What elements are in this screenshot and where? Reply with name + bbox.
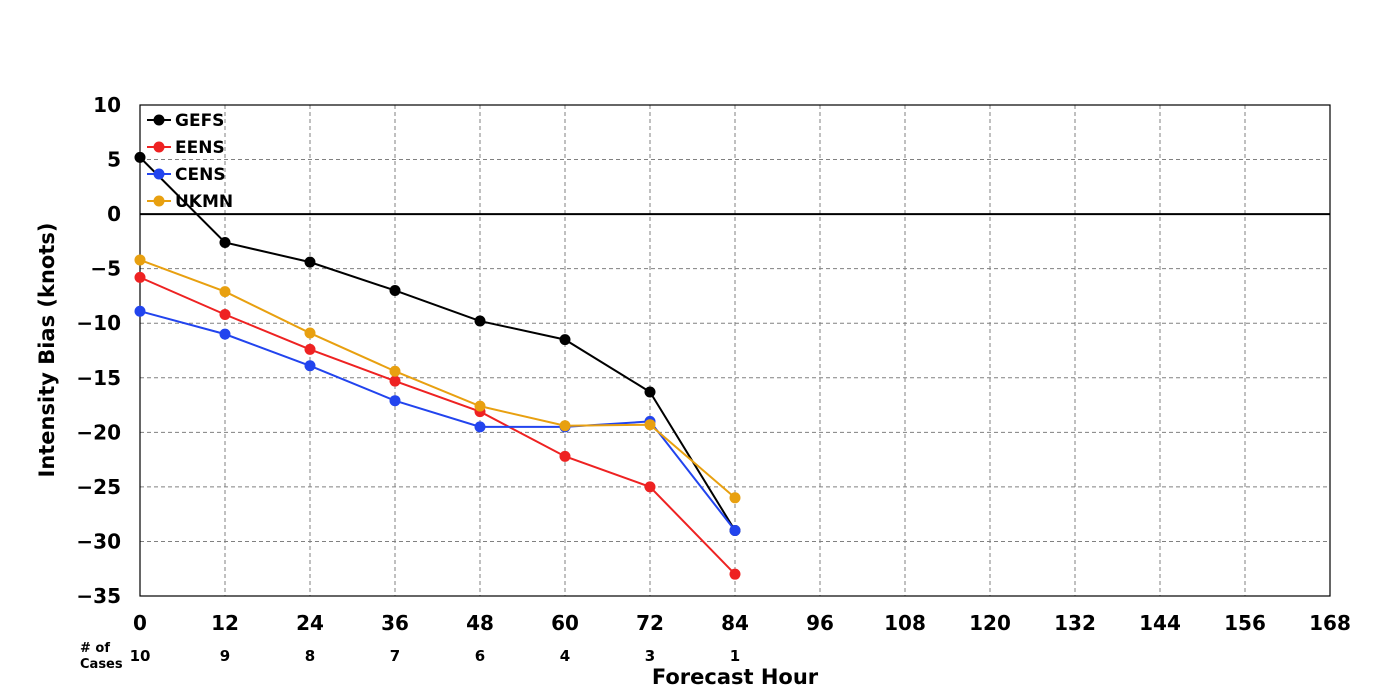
data-point-ukmn (219, 286, 231, 298)
x-axis-title: Forecast Hour (652, 665, 819, 689)
y-tick-label: 10 (93, 93, 121, 117)
legend-swatch-marker (153, 168, 165, 180)
data-point-eens (304, 343, 316, 355)
case-count: 1 (730, 647, 740, 665)
data-point-gefs (219, 236, 231, 248)
data-point-gefs (304, 256, 316, 268)
data-point-ukmn (389, 365, 401, 377)
y-axis-title: Intensity Bias (knots) (35, 223, 59, 478)
x-tick-label: 132 (1054, 611, 1096, 635)
series-line-gefs (139, 156, 736, 532)
cases-row: # of Cases 10 9 8 7 6 4 3 1 (80, 641, 740, 672)
data-point-ukmn (559, 420, 571, 432)
legend-swatch-marker (153, 195, 165, 207)
y-tick-label: −25 (76, 475, 121, 499)
data-point-ukmn (644, 419, 656, 431)
legend-entry-eens: EENS (147, 138, 225, 158)
legend-entry-gefs: GEFS (147, 111, 224, 131)
case-count: 4 (560, 647, 570, 665)
data-point-eens (729, 568, 741, 580)
data-point-ukmn (474, 400, 486, 412)
data-point-ukmn (134, 254, 146, 266)
x-tick-label: 36 (381, 611, 409, 635)
series-line-ukmn (139, 259, 736, 499)
data-point-cens (304, 360, 316, 372)
cases-label-line1: # of (80, 641, 110, 656)
series-cens (134, 305, 741, 537)
case-count: 8 (305, 647, 315, 665)
legend-label: EENS (175, 138, 225, 158)
legend-label: UKMN (175, 192, 233, 212)
x-tick-label: 120 (969, 611, 1011, 635)
case-count: 3 (645, 647, 655, 665)
data-point-eens (559, 450, 571, 462)
x-tick-label: 144 (1139, 611, 1181, 635)
case-count: 9 (220, 647, 230, 665)
x-tick-label: 48 (466, 611, 494, 635)
y-tick-label: −20 (76, 420, 121, 444)
data-point-gefs (389, 284, 401, 296)
x-tick-label: 60 (551, 611, 579, 635)
x-tick-label: 0 (133, 611, 147, 635)
case-count: 10 (130, 647, 151, 665)
x-tick-labels: 0 12 24 36 48 60 72 84 96 108 120 132 144 156 168 (133, 611, 1351, 635)
legend-entry-cens: CENS (147, 165, 226, 185)
legend-swatch-marker (153, 114, 165, 126)
x-tick-label: 84 (721, 611, 749, 635)
x-tick-label: 12 (211, 611, 239, 635)
y-tick-label: −35 (76, 584, 121, 608)
data-point-cens (729, 525, 741, 537)
series-ukmn (134, 254, 741, 504)
series-line-cens (139, 310, 736, 532)
case-count: 7 (390, 647, 400, 665)
data-point-cens (134, 305, 146, 317)
plot-frame (139, 104, 1331, 597)
y-tick-label: −5 (90, 257, 121, 281)
y-tick-label: 0 (107, 202, 121, 226)
data-point-gefs (559, 334, 571, 346)
cases-label-line2: Cases (80, 657, 123, 672)
legend-swatch-marker (153, 141, 165, 153)
legend: GEFS EENS CENS UKMN (147, 111, 233, 212)
x-tick-label: 168 (1309, 611, 1351, 635)
data-point-ukmn (729, 492, 741, 504)
series-line-eens (139, 276, 736, 575)
x-tick-label: 156 (1224, 611, 1266, 635)
data-point-eens (134, 271, 146, 283)
y-tick-label: −30 (76, 529, 121, 553)
case-count: 6 (475, 647, 485, 665)
data-point-cens (474, 421, 486, 433)
legend-entry-ukmn: UKMN (147, 192, 233, 212)
data-point-eens (389, 375, 401, 387)
x-tick-label: 108 (884, 611, 926, 635)
y-tick-label: −15 (76, 366, 121, 390)
series (134, 151, 741, 580)
data-point-eens (644, 481, 656, 493)
data-point-eens (219, 308, 231, 320)
x-tick-label: 96 (806, 611, 834, 635)
legend-label: CENS (175, 165, 226, 185)
legend-label: GEFS (175, 111, 224, 131)
y-tick-label: −10 (76, 311, 121, 335)
x-tick-label: 72 (636, 611, 664, 635)
y-tick-label: 5 (107, 148, 121, 172)
data-point-gefs (134, 151, 146, 163)
x-tick-label: 24 (296, 611, 324, 635)
data-point-gefs (474, 315, 486, 327)
y-tick-labels: 10 5 0 −5 −10 −15 −20 −25 −30 −35 (76, 93, 121, 608)
data-point-ukmn (304, 327, 316, 339)
data-point-cens (219, 328, 231, 340)
series-gefs (134, 151, 741, 537)
data-point-cens (389, 395, 401, 407)
data-point-gefs (644, 386, 656, 398)
